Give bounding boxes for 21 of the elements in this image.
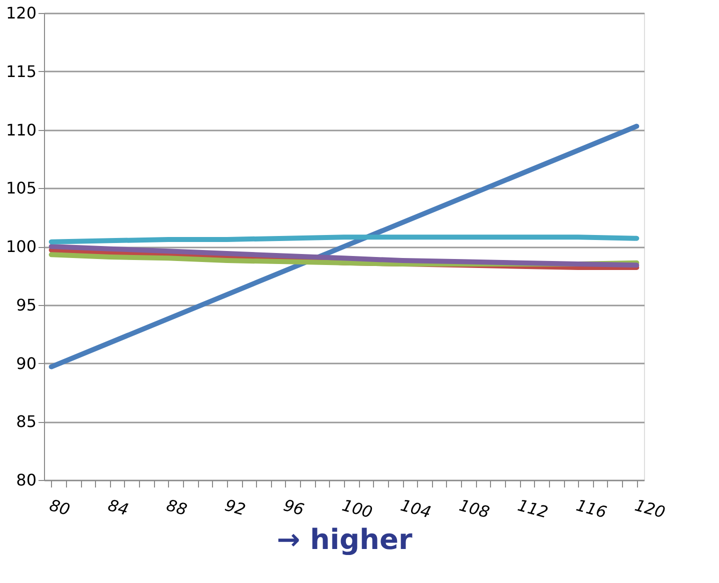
y-tick-label: 95 bbox=[16, 295, 36, 314]
x-tick-label: 120 bbox=[632, 496, 668, 522]
y-tick-label: 115 bbox=[6, 62, 36, 81]
y-tick-label: 105 bbox=[6, 178, 36, 198]
x-tick-label: 104 bbox=[398, 496, 434, 522]
x-tick-label: 92 bbox=[223, 496, 248, 520]
y-tick-label: 100 bbox=[6, 237, 36, 256]
x-tick-label: 84 bbox=[106, 496, 131, 520]
x-tick-label: 96 bbox=[282, 496, 306, 520]
y-tick-label: 120 bbox=[6, 4, 36, 22]
x-tick-label: 80 bbox=[47, 496, 72, 520]
y-tick-label: 85 bbox=[16, 412, 36, 432]
y-tick-label: 90 bbox=[16, 354, 36, 373]
x-tick-label: 100 bbox=[340, 496, 375, 522]
x-tick-label: 88 bbox=[164, 496, 190, 520]
x-tick-label: 108 bbox=[457, 496, 492, 522]
x-tick-label: 112 bbox=[516, 496, 550, 522]
x-tick-label: 116 bbox=[574, 496, 609, 522]
y-tick-label: 110 bbox=[6, 120, 36, 140]
x-axis-title: → higher bbox=[276, 522, 412, 556]
y-tick-label: 80 bbox=[16, 470, 36, 490]
